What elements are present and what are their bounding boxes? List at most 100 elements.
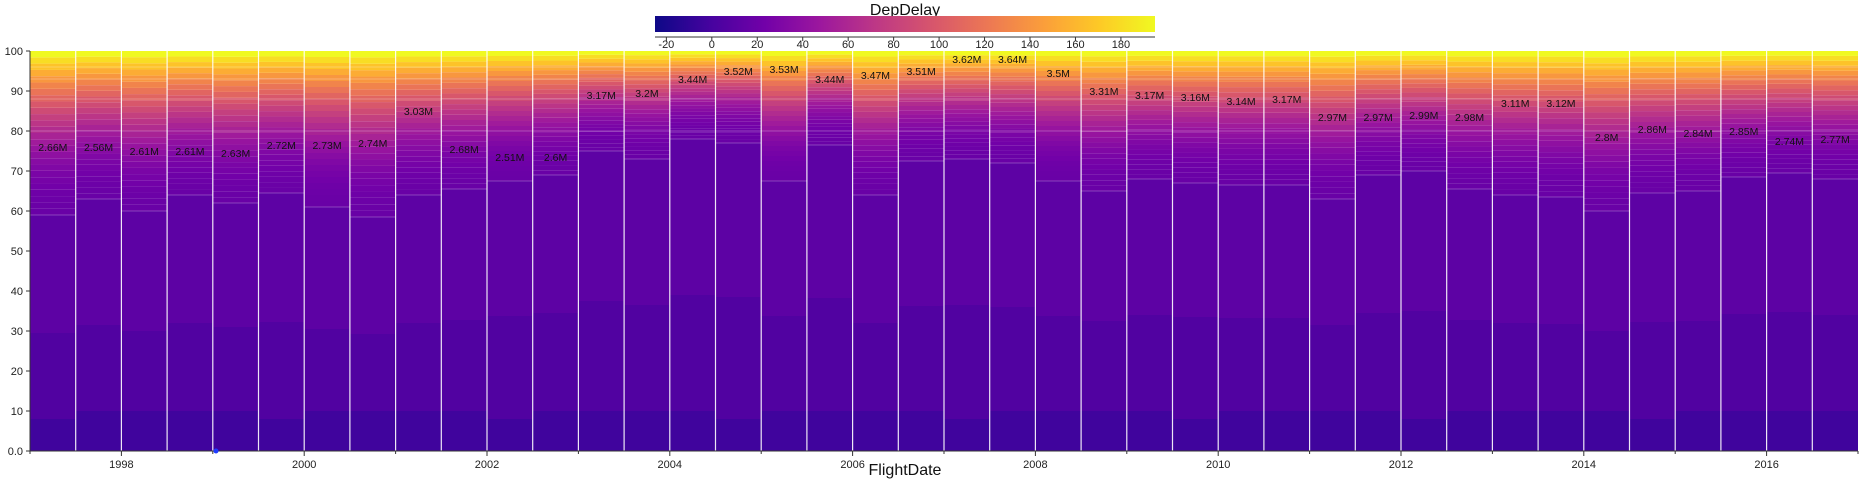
bar-segment — [944, 142, 990, 147]
bar-segment — [1309, 170, 1356, 177]
bar-segment — [715, 107, 762, 112]
bar-segment — [989, 137, 1036, 142]
bar-segment — [1446, 66, 1493, 73]
bar-segment — [532, 132, 579, 137]
bar-segment — [1446, 72, 1493, 78]
x-tick-label: 1998 — [109, 459, 133, 471]
colorbar-title: DepDelay — [870, 2, 940, 19]
bar-segment — [304, 147, 350, 153]
bar-segment — [258, 67, 305, 73]
bar-segment — [1720, 143, 1767, 148]
bar-segment — [1035, 126, 1082, 131]
bar-segment — [121, 94, 168, 101]
bar-segment — [167, 56, 213, 63]
bar-segment — [304, 51, 350, 57]
bar-segment — [1309, 193, 1356, 199]
bar-segment — [1766, 168, 1813, 173]
bar-segment — [1766, 121, 1813, 127]
bar-segment — [1218, 97, 1264, 103]
bar-segment — [715, 65, 762, 69]
bar-segment — [898, 59, 944, 64]
bar-segment — [944, 59, 990, 64]
bar-segment — [898, 135, 944, 140]
bar-segment — [212, 103, 259, 110]
bar-segment — [304, 189, 350, 195]
colorbar-tick-label: 160 — [1066, 39, 1084, 51]
bar-segment — [30, 145, 76, 152]
bar-segment — [532, 65, 579, 71]
bar-segment — [30, 69, 76, 77]
bar-segment — [898, 139, 944, 145]
bar-segment — [212, 91, 259, 98]
bar-segment — [1538, 135, 1584, 141]
bar-segment — [121, 69, 168, 76]
bar-segment — [532, 51, 579, 56]
bar-segment — [1126, 411, 1173, 451]
bar-segment — [258, 127, 305, 133]
bar-segment — [1446, 82, 1493, 89]
bar-segment — [1126, 110, 1173, 115]
bar-segment — [395, 100, 442, 107]
bar — [1720, 51, 1767, 451]
bar — [715, 51, 762, 451]
bar-segment — [1446, 146, 1493, 152]
bar-segment — [761, 146, 807, 151]
bar-segment — [1309, 159, 1356, 165]
bar-segment — [1446, 93, 1493, 99]
bar-segment — [75, 96, 122, 103]
bar — [1035, 51, 1082, 451]
bar-segment — [852, 172, 899, 179]
bar — [441, 51, 487, 451]
bar-segment — [1629, 78, 1676, 84]
bar — [1538, 51, 1584, 451]
bar-segment — [1218, 123, 1264, 129]
bar-segment — [578, 104, 625, 109]
bar-segment — [1081, 174, 1127, 181]
bar-segment — [1720, 133, 1767, 139]
bar-segment — [1538, 152, 1584, 158]
bar-segment — [1675, 131, 1721, 138]
bar-segment — [715, 419, 762, 451]
bar-segment — [121, 161, 168, 168]
bar-label: 3.44M — [678, 74, 707, 86]
bar-segment — [944, 138, 990, 143]
bar-segment — [30, 419, 76, 451]
bar-segment — [806, 123, 853, 127]
bar-segment — [75, 107, 122, 114]
bar-segment — [806, 108, 853, 113]
bar-segment — [1309, 147, 1356, 154]
x-tick-label: 2008 — [1023, 459, 1047, 471]
bar-segment — [1492, 139, 1539, 146]
bar-segment — [669, 74, 716, 79]
bar — [1218, 51, 1264, 451]
bar-segment — [1583, 192, 1630, 199]
bar-segment — [806, 69, 853, 73]
bar-segment — [852, 128, 899, 135]
bar-segment — [898, 55, 944, 60]
bar-segment — [441, 141, 487, 147]
bar-segment — [1629, 61, 1676, 68]
bar-segment — [1538, 118, 1584, 124]
bar-segment — [75, 51, 122, 57]
bar-segment — [304, 153, 350, 159]
bar-segment — [806, 137, 853, 142]
bar — [167, 51, 213, 451]
bar-segment — [75, 164, 122, 171]
bar-segment — [1309, 51, 1356, 57]
bar-segment — [1766, 74, 1813, 80]
bar-segment — [852, 73, 899, 79]
bar-label: 3.2M — [635, 88, 658, 100]
bar-segment — [1263, 107, 1310, 113]
bar-segment — [761, 141, 807, 146]
bar-label: 3.17M — [1272, 94, 1301, 106]
bar-segment — [1172, 66, 1219, 72]
bar-segment — [669, 128, 716, 133]
bar-segment — [1401, 69, 1447, 75]
bar-segment — [75, 170, 122, 177]
bar-segment — [1401, 171, 1447, 311]
bar-segment — [1629, 160, 1676, 166]
bar-segment — [167, 189, 213, 195]
x-tick-label: 2014 — [1572, 459, 1596, 471]
bar-segment — [1538, 157, 1584, 164]
bar-segment — [1035, 86, 1082, 91]
